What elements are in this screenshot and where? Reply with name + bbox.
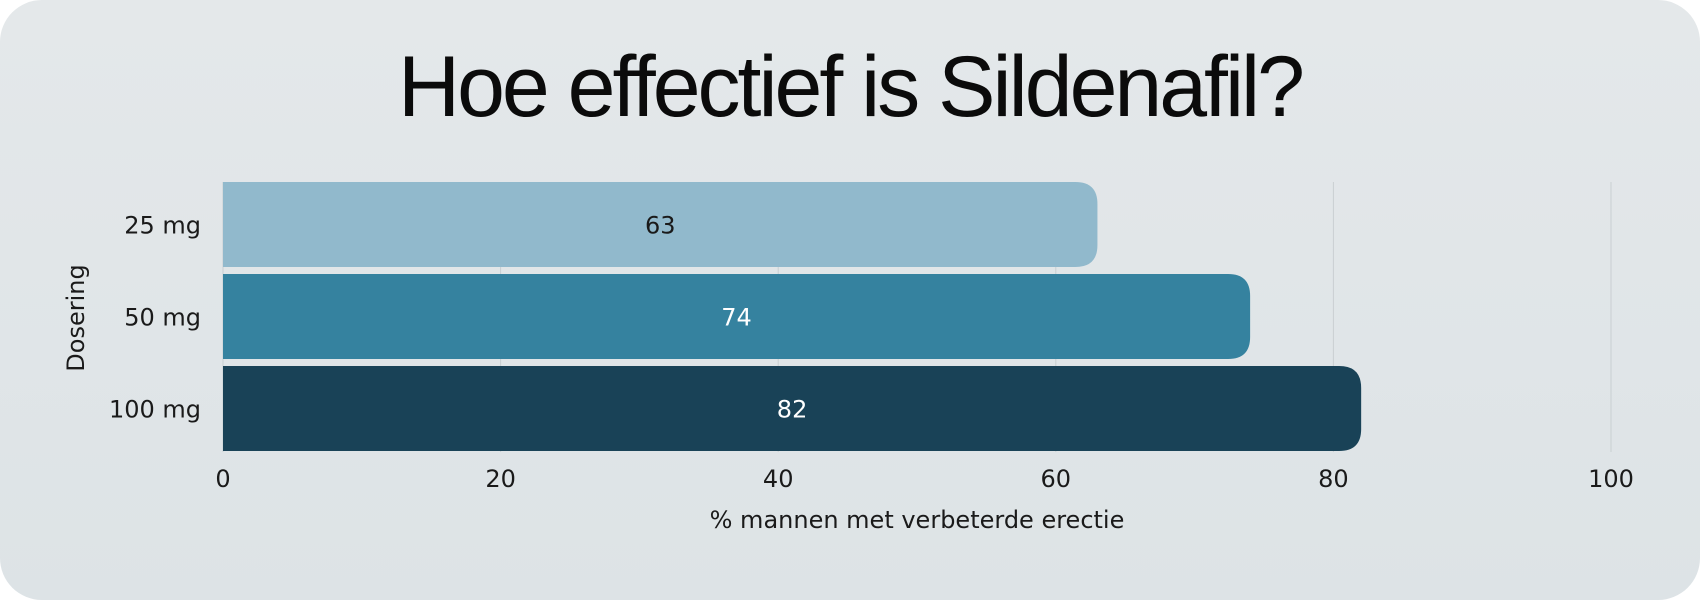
bar-50mg: [223, 274, 1251, 359]
bars: 63 74 82: [223, 182, 1362, 451]
value-label-50mg: 74: [721, 304, 752, 332]
category-label-50mg: 50 mg: [124, 304, 201, 332]
bar-100mg: [223, 366, 1362, 451]
x-tick-40: 40: [763, 465, 794, 493]
category-label-25mg: 25 mg: [124, 212, 201, 240]
x-tick-0: 0: [215, 465, 230, 493]
x-tick-20: 20: [485, 465, 516, 493]
x-axis-title: % mannen met verbeterde erectie: [710, 506, 1125, 534]
y-axis-title: Dosering: [62, 264, 90, 371]
bar-25mg: [223, 182, 1098, 267]
value-label-25mg: 63: [645, 212, 676, 240]
category-label-100mg: 100 mg: [109, 396, 201, 424]
chart-title: Hoe effectief is Sildenafil?: [398, 39, 1305, 135]
x-tick-60: 60: [1041, 465, 1072, 493]
x-tick-100: 100: [1588, 465, 1634, 493]
x-tick-labels: 0 20 40 60 80 100: [215, 465, 1634, 493]
value-label-100mg: 82: [777, 396, 808, 424]
category-labels: 25 mg 50 mg 100 mg: [109, 212, 201, 424]
x-tick-80: 80: [1318, 465, 1349, 493]
